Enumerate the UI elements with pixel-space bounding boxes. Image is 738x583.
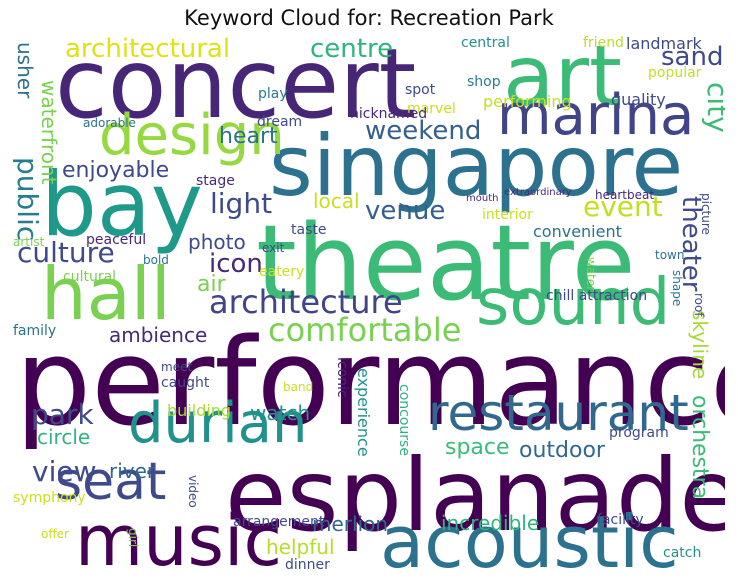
cloud-word: family [13, 323, 57, 339]
cloud-word: exit [262, 241, 285, 255]
cloud-word: shape [670, 270, 684, 307]
cloud-word: enjoyable [62, 158, 170, 183]
cloud-word: performing [483, 92, 572, 111]
cloud-word: theatre [256, 202, 636, 324]
cloud-word: experience [354, 368, 373, 457]
cloud-word: photo [188, 230, 246, 254]
cloud-word: music [75, 500, 282, 578]
cloud-word: band [283, 380, 314, 394]
cloud-word: centre [310, 36, 394, 64]
cloud-word: cultural [63, 269, 117, 285]
cloud-word: usher [13, 42, 37, 99]
cloud-word: outdoor [519, 438, 605, 463]
cloud-word: icon [209, 249, 263, 279]
cloud-word: city [701, 82, 725, 133]
cloud-word: acoustic [380, 500, 679, 578]
cloud-word: performance [15, 314, 725, 453]
cloud-word: circle [37, 425, 91, 449]
cloud-word: extraordinary [504, 187, 572, 198]
cloud-word: girl [126, 528, 140, 548]
cloud-word: catch [663, 545, 702, 561]
cloud-word: symphony [13, 490, 86, 506]
cloud-word: nicknamed [350, 106, 428, 122]
cloud-word: quality [611, 90, 666, 109]
cloud-word: incredible [441, 511, 540, 535]
cloud-word: helpful [266, 535, 335, 559]
cloud-word: spot [405, 82, 436, 98]
cloud-word: event [583, 190, 663, 223]
cloud-word: ambience [109, 323, 208, 347]
word-cloud: performance theatre esplanade concert singap… [13, 36, 725, 578]
cloud-word: caught [161, 375, 210, 391]
cloud-word: popular [648, 65, 702, 81]
cloud-word: eatery [259, 264, 305, 280]
cloud-word: park [31, 398, 94, 431]
cloud-word: singapore [269, 117, 684, 215]
cloud-word: architectural [65, 36, 231, 64]
cloud-word: architecture [209, 283, 403, 321]
cloud-word: culture [17, 236, 115, 269]
cloud-word: artist [13, 235, 45, 249]
cloud-word: local [313, 189, 360, 213]
cloud-word: concert [55, 36, 417, 140]
cloud-word: watch [250, 401, 311, 425]
cloud-word: water [584, 257, 598, 292]
cloud-word: durian [128, 391, 308, 456]
cloud-word: heartbeat [595, 188, 655, 202]
cloud-word: sound [476, 266, 671, 340]
cloud-word: restaurant [428, 384, 689, 442]
cloud-word: hall [41, 252, 171, 336]
cloud-word: marina [497, 83, 695, 148]
cloud-word: sand [661, 42, 724, 72]
cloud-word: arrangement [233, 514, 325, 530]
cloud-word: friend [583, 36, 624, 51]
cloud-word: play [258, 86, 288, 102]
cloud-word: seat [55, 452, 167, 512]
cloud-word: peaceful [86, 232, 147, 248]
cloud-word: mouth [466, 193, 499, 204]
cloud-word: stage [196, 173, 235, 189]
cloud-word: picture [699, 193, 713, 235]
cloud-word: taste [291, 222, 327, 238]
cloud-word: air [197, 272, 226, 297]
cloud-word: merlion [312, 512, 389, 536]
cloud-word: chill attraction [546, 288, 648, 304]
cloud-word: weekend [365, 116, 482, 146]
cloud-word: dream [257, 114, 303, 130]
cloud-word: waterfront [37, 80, 61, 185]
cloud-word: esplanade [225, 437, 725, 554]
cloud-word: dinner [285, 557, 330, 573]
cloud-word: video [186, 475, 200, 508]
cloud-word: river [109, 459, 156, 483]
cloud-word: landmark [626, 36, 702, 53]
cloud-word: design [99, 103, 285, 168]
cloud-word: central [461, 36, 510, 51]
cloud-word: concourse [396, 384, 412, 456]
cloud-word: shop [467, 74, 501, 90]
cloud-word: comfortable [268, 311, 462, 349]
cloud-word: venue [365, 196, 446, 226]
cloud-word: program [609, 425, 669, 441]
cloud-word: bold [143, 253, 169, 267]
cloud-word: meet [161, 360, 193, 374]
cloud-word: iconic [334, 357, 350, 398]
cloud-word: orchestra [687, 395, 712, 500]
cloud-word: heart [219, 124, 278, 149]
cloud-word: art [503, 36, 622, 125]
cloud-word: marvel [407, 101, 456, 117]
cloud-word: convenient [533, 222, 622, 241]
cloud-word: facility [597, 512, 644, 528]
cloud-word: bay [41, 153, 203, 256]
cloud-word: view [32, 455, 97, 488]
page-title: Keyword Cloud for: Recreation Park [184, 6, 554, 30]
cloud-word: adorable [83, 116, 136, 130]
cloud-word: building [167, 401, 232, 420]
cloud-word: interior [482, 207, 533, 223]
cloud-word: roof [692, 293, 706, 317]
cloud-word: skyline [688, 310, 712, 380]
cloud-word: light [210, 187, 273, 220]
cloud-word: offer [41, 527, 69, 541]
cloud-word: space [445, 435, 510, 460]
cloud-word: town [655, 248, 685, 262]
